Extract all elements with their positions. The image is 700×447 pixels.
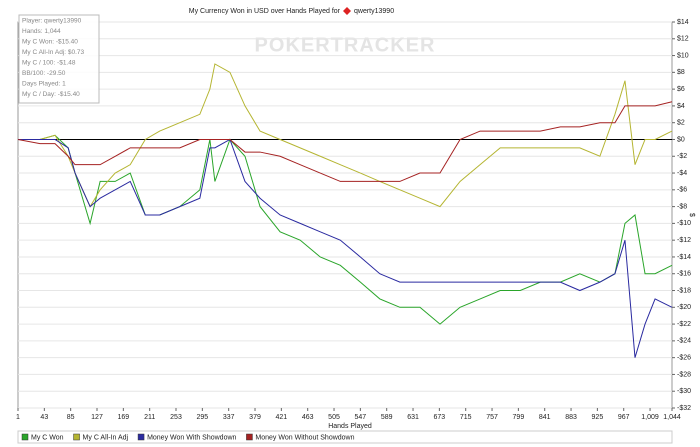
x-tick-label: 1,044 (663, 414, 681, 421)
y-axis-label: $ (688, 213, 695, 217)
y-tick-label: -$24 (677, 338, 691, 345)
x-tick-label: 337 (223, 414, 235, 421)
y-tick-label: -$12 (677, 237, 691, 244)
chart-title: My Currency Won in USD over Hands Played… (189, 8, 341, 15)
info-line: Player: qwerty13990 (22, 18, 82, 25)
legend-label: My C All-In Adj (83, 434, 129, 441)
info-line: My C / Day: -$15.40 (22, 91, 80, 98)
x-tick-label: 379 (249, 414, 261, 421)
x-tick-label: 85 (67, 414, 75, 421)
y-tick-label: -$28 (677, 371, 691, 378)
x-tick-label: 253 (170, 414, 182, 421)
x-tick-label: 43 (40, 414, 48, 421)
legend-swatch (246, 433, 253, 441)
series-line (18, 63, 673, 208)
info-line: BB/100: -29.50 (22, 70, 66, 77)
watermark: POKERTRACKER (255, 34, 436, 56)
legend-swatch (137, 433, 145, 441)
y-tick-label: $2 (677, 120, 685, 127)
y-tick-label: -$26 (677, 354, 691, 361)
info-line: My C All-In Adj: $0.73 (22, 49, 85, 56)
legend-label: Money Won Without Showdown (255, 434, 354, 441)
x-tick-label: 925 (592, 414, 604, 421)
legend-label: My C Won (31, 434, 64, 441)
y-tick-label: $10 (677, 52, 689, 59)
x-tick-label: 295 (197, 414, 209, 421)
x-tick-label: 673 (434, 414, 446, 421)
series-line (17, 101, 673, 182)
y-tick-label: -$16 (677, 271, 691, 278)
y-tick-label: -$32 (677, 405, 691, 412)
legend-label: Money Won With Showdown (147, 434, 236, 441)
legend-frame (17, 430, 673, 444)
info-box (18, 14, 100, 104)
y-tick-label: -$22 (677, 321, 691, 328)
x-axis-label: Hands Played (328, 423, 372, 430)
x-tick-label: 1,009 (641, 414, 659, 421)
series-line (18, 134, 673, 325)
y-tick-label: $14 (677, 19, 689, 26)
x-tick-label: 715 (460, 414, 472, 421)
info-line: Days Played: 1 (22, 81, 66, 88)
x-tick-label: 547 (355, 414, 367, 421)
y-tick-label: -$10 (677, 220, 691, 227)
x-tick-label: 211 (144, 414, 155, 421)
y-tick-label: $4 (677, 103, 685, 110)
legend-swatch (73, 433, 80, 441)
info-line: My C / 100: -$1.48 (22, 60, 76, 67)
chart-title-player: qwerty13990 (354, 8, 394, 15)
x-tick-label: 463 (302, 414, 314, 421)
x-tick-label: 505 (328, 414, 340, 421)
y-tick-label: -$4 (677, 170, 687, 177)
x-tick-label: 967 (618, 414, 630, 421)
x-tick-label: 421 (276, 414, 288, 421)
y-tick-label: -$2 (677, 153, 687, 160)
y-tick-label: -$18 (677, 287, 691, 294)
x-tick-label: 757 (486, 414, 498, 421)
info-line: My C Won: -$15.40 (22, 39, 78, 46)
y-tick-label: $6 (677, 86, 685, 93)
x-tick-label: 631 (407, 414, 419, 421)
legend-swatch (21, 433, 29, 441)
y-tick-label: -$6 (677, 187, 687, 194)
y-tick-label: -$14 (677, 254, 691, 261)
y-tick-label: -$8 (677, 203, 687, 210)
x-tick-label: 883 (565, 414, 577, 421)
x-tick-label: 799 (513, 414, 525, 421)
x-tick-label: 841 (539, 414, 551, 421)
x-tick-label: 127 (91, 414, 103, 421)
x-tick-label: 169 (117, 414, 129, 421)
y-tick-label: $0 (677, 136, 685, 143)
y-tick-label: $12 (677, 36, 689, 43)
x-tick-label: 589 (381, 414, 393, 421)
info-line: Hands: 1,044 (22, 28, 61, 35)
y-tick-label: $8 (677, 69, 685, 76)
series-line (18, 138, 673, 358)
player-icon (343, 7, 351, 15)
y-tick-label: -$20 (677, 304, 691, 311)
x-tick-label: 1 (16, 414, 20, 421)
y-tick-label: -$30 (677, 388, 691, 395)
